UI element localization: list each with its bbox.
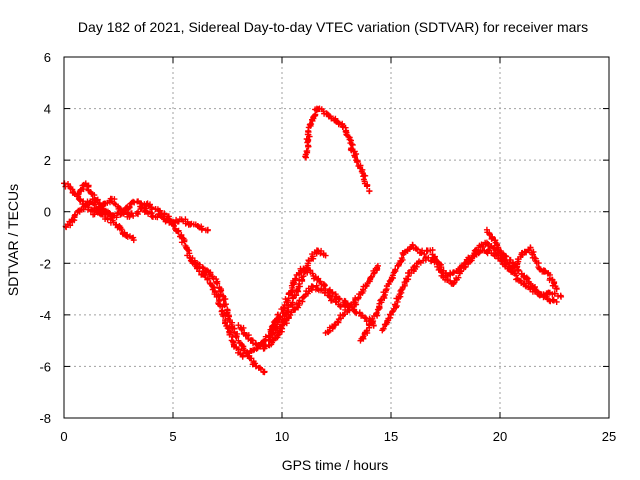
y-tick-label: -6	[39, 359, 51, 374]
series-track-markers	[302, 106, 372, 195]
sdtvar-chart: 0 5 10 15 20 25 -8 -6 -4 -2 0 2 4 6 Day 182 of 2021, …	[0, 0, 640, 480]
y-tick-label: 2	[44, 153, 51, 168]
x-axis-label: GPS time / hours	[282, 457, 389, 473]
plot-frame	[64, 57, 609, 418]
y-tick-label: -2	[39, 256, 51, 271]
data-series-8	[302, 106, 372, 195]
y-tick-label: 0	[44, 205, 51, 220]
y-tick-label: 4	[44, 102, 51, 117]
y-tick-label: -4	[39, 308, 51, 323]
y-tick-label: -8	[39, 411, 51, 426]
y-tick-label: 6	[44, 50, 51, 65]
x-tick-label: 10	[275, 429, 289, 444]
grid-lines	[64, 57, 609, 418]
x-tick-label: 25	[602, 429, 616, 444]
x-tick-label: 15	[384, 429, 398, 444]
data-points	[61, 106, 564, 376]
y-axis-label: SDTVAR / TECUs	[5, 184, 21, 296]
x-tick-label: 5	[169, 429, 176, 444]
chart-title: Day 182 of 2021, Sidereal Day-to-day VTE…	[78, 19, 588, 35]
x-tick-label: 0	[60, 429, 67, 444]
x-tick-label: 20	[493, 429, 507, 444]
